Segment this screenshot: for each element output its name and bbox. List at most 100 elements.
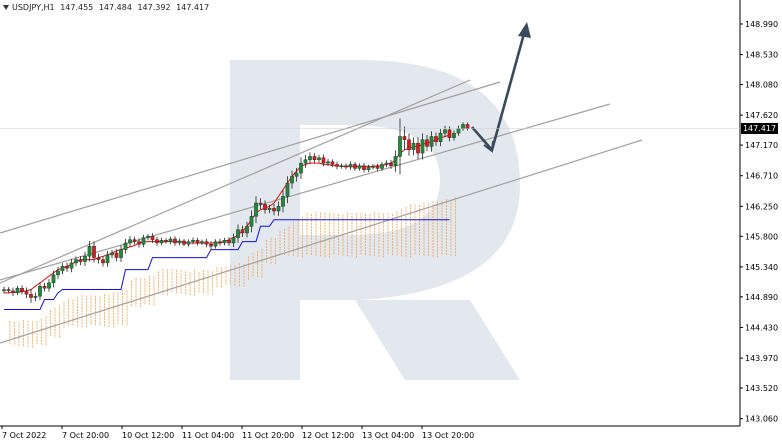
bull-candle bbox=[69, 262, 74, 269]
bull-candle bbox=[128, 239, 132, 244]
bear-candle bbox=[114, 252, 119, 258]
bear-candle bbox=[20, 288, 24, 292]
y-tick-label: 147.170 bbox=[745, 141, 778, 150]
bull-candle bbox=[231, 237, 236, 244]
bull-candle bbox=[461, 124, 465, 129]
bear-candle bbox=[195, 240, 200, 244]
bull-candle bbox=[213, 241, 218, 247]
bull-candle bbox=[200, 241, 204, 244]
bear-candle bbox=[321, 157, 326, 164]
bull-candle bbox=[51, 274, 56, 284]
x-tick-label: 7 Oct 2022 bbox=[2, 431, 46, 440]
bear-candle bbox=[330, 161, 335, 165]
high-price: 147.484 bbox=[98, 3, 132, 12]
bull-candle bbox=[371, 166, 375, 168]
x-tick-label: 11 Oct 04:00 bbox=[182, 431, 234, 440]
bear-candle bbox=[173, 238, 177, 244]
chevron-down-icon[interactable] bbox=[3, 5, 9, 10]
bear-candle bbox=[29, 294, 33, 298]
trend-line bbox=[0, 79, 471, 284]
bull-candle bbox=[317, 157, 321, 160]
y-tick-label: 145.800 bbox=[745, 232, 778, 241]
y-tick-label: 146.710 bbox=[745, 172, 778, 181]
y-tick-label: 144.430 bbox=[745, 323, 778, 332]
bull-candle bbox=[141, 237, 146, 245]
bull-candle bbox=[398, 136, 402, 157]
bull-candle bbox=[429, 136, 434, 147]
bear-candle bbox=[434, 136, 438, 142]
bear-candle bbox=[42, 286, 47, 289]
bear-candle bbox=[227, 240, 231, 244]
bear-candle bbox=[312, 156, 317, 160]
bear-candle bbox=[6, 289, 11, 292]
bull-candle bbox=[339, 165, 344, 167]
tenkan-sen-line bbox=[4, 134, 450, 294]
bear-candle bbox=[263, 204, 267, 210]
x-tick-label: 13 Oct 20:00 bbox=[422, 431, 474, 440]
bull-candle bbox=[33, 296, 38, 298]
bull-candle bbox=[366, 166, 371, 170]
bear-candle bbox=[416, 142, 420, 154]
low-price: 147.392 bbox=[137, 3, 171, 12]
bear-candle bbox=[447, 129, 452, 138]
bear-candle bbox=[362, 165, 366, 170]
y-tick-label: 145.340 bbox=[745, 263, 778, 272]
bull-candle bbox=[411, 142, 416, 150]
bear-candle bbox=[402, 136, 407, 140]
bull-candle bbox=[123, 242, 128, 250]
bear-candle bbox=[353, 164, 357, 169]
bear-candle bbox=[209, 244, 213, 247]
open-price: 147.455 bbox=[60, 3, 94, 12]
bull-candle bbox=[299, 162, 303, 174]
bull-candle bbox=[267, 208, 272, 210]
bull-candle bbox=[83, 256, 87, 262]
bull-candle bbox=[146, 236, 150, 238]
bull-candle bbox=[2, 289, 6, 292]
bear-candle bbox=[272, 208, 276, 212]
y-tick-label: 148.080 bbox=[745, 81, 778, 90]
bear-candle bbox=[92, 246, 96, 258]
bull-candle bbox=[119, 249, 123, 258]
bull-candle bbox=[276, 206, 281, 212]
x-tick-label: 11 Oct 20:00 bbox=[242, 431, 294, 440]
bear-candle bbox=[218, 241, 222, 244]
trend-line bbox=[0, 139, 643, 344]
forecast-arrow-head bbox=[518, 22, 531, 38]
bear-candle bbox=[24, 291, 29, 295]
bull-candle bbox=[254, 202, 258, 217]
watermark-logo bbox=[230, 60, 520, 380]
forecast-arrow bbox=[471, 22, 531, 153]
bull-candle bbox=[438, 132, 443, 142]
bear-candle bbox=[335, 164, 339, 167]
bull-candle bbox=[294, 172, 299, 177]
y-tick-label: 144.890 bbox=[745, 293, 778, 302]
y-tick-label: 148.990 bbox=[745, 20, 778, 29]
x-tick-label: 13 Oct 04:00 bbox=[362, 431, 414, 440]
bear-candle bbox=[78, 259, 83, 262]
bear-candle bbox=[132, 239, 137, 242]
trend-line bbox=[0, 103, 611, 281]
bull-candle bbox=[38, 286, 42, 297]
chart-header: USDJPY,H1 147.455 147.484 147.392 147.41… bbox=[3, 3, 212, 12]
bear-candle bbox=[240, 229, 245, 234]
bull-candle bbox=[456, 128, 461, 134]
bull-candle bbox=[177, 240, 182, 244]
bear-candle bbox=[465, 124, 470, 129]
bull-candle bbox=[443, 129, 447, 134]
bear-candle bbox=[204, 241, 209, 245]
bear-candle bbox=[182, 240, 186, 245]
x-tick-label: 10 Oct 12:00 bbox=[122, 431, 174, 440]
bull-candle bbox=[105, 254, 110, 264]
y-tick-label: 148.530 bbox=[745, 51, 778, 60]
bull-candle bbox=[357, 165, 362, 169]
bull-candle bbox=[110, 252, 114, 256]
kijun-sen-line bbox=[4, 219, 450, 310]
bull-candle bbox=[281, 196, 285, 207]
bull-candle bbox=[249, 216, 254, 227]
current-price-tag: 147.417 bbox=[741, 123, 778, 135]
bull-candle bbox=[74, 259, 78, 264]
watermark-letter-leg bbox=[355, 300, 520, 380]
forecast-arrow-dip bbox=[483, 140, 494, 153]
